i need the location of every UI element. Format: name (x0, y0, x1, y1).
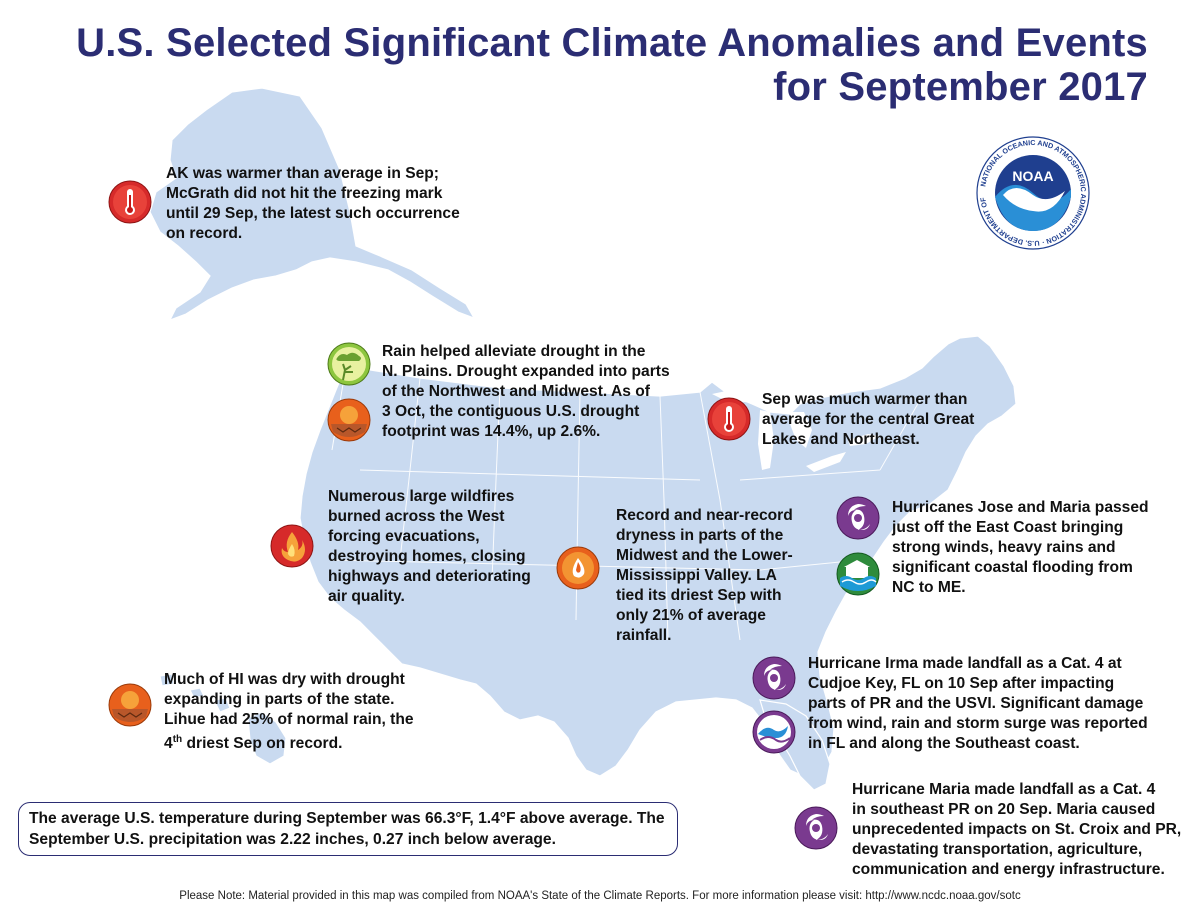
wildfire-flame-icon (270, 524, 314, 568)
annotation-line: 3 Oct, the contiguous U.S. drought (382, 403, 640, 420)
annotation-line: destroying homes, closing (328, 548, 526, 565)
alaska-landmass (149, 87, 476, 322)
summary-line: September U.S. precipitation was 2.22 in… (29, 831, 556, 848)
annotation-line: McGrath did not hit the freezing mark (166, 185, 443, 202)
lake-ontario (848, 434, 880, 446)
hawaii-island (189, 687, 205, 699)
hurricane-icon (794, 806, 838, 850)
national-summary-box: The average U.S. temperature during Sept… (18, 802, 678, 856)
annotation-line: just off the East Coast bringing (892, 519, 1124, 536)
annotation-hurricane-maria: Hurricane Maria made landfall as a Cat. … (852, 780, 1181, 880)
annotation-line: strong winds, heavy rains and (892, 539, 1116, 556)
annotation-line: burned across the West (328, 508, 505, 525)
rain-drought-relief-icon (327, 342, 371, 386)
annotation-line: parts of PR and the USVI. Significant da… (808, 695, 1144, 712)
annotation-line: Lakes and Northeast. (762, 431, 920, 448)
annotation-line: average for the central Great (762, 411, 975, 428)
annotation-line: Hurricane Irma made landfall as a Cat. 4… (808, 655, 1122, 672)
annotation-line: dryness in parts of the (616, 527, 784, 544)
annotation-hawaii: Much of HI was dry with drought expandin… (164, 670, 414, 754)
lake-erie (806, 452, 846, 472)
annotation-line: communication and energy infrastructure. (852, 861, 1165, 878)
annotation-line: of the Northwest and Midwest. As of (382, 383, 650, 400)
annotation-line: Much of HI was dry with drought (164, 671, 405, 688)
hurricane-icon (836, 496, 880, 540)
contiguous-us-landmass (299, 335, 1017, 779)
annotation-line: Record and near-record (616, 507, 793, 524)
annotation-line: rainfall. (616, 627, 672, 644)
annotation-line: air quality. (328, 588, 405, 605)
annotation-line: tied its driest Sep with (616, 587, 782, 604)
map-subtitle: for September 2017 (773, 65, 1148, 109)
annotation-line: AK was warmer than average in Sep; (166, 165, 439, 182)
lake-huron (790, 412, 812, 448)
annotation-line: Hurricane Maria made landfall as a Cat. … (852, 781, 1156, 798)
annotation-wildfires: Numerous large wildfires burned across t… (328, 487, 531, 607)
annotation-great-lakes: Sep was much warmer than average for the… (762, 390, 974, 450)
annotation-line: in southeast PR on 20 Sep. Maria caused (852, 801, 1156, 818)
thermometer-warm-icon (108, 180, 152, 224)
annotation-line: on record. (166, 225, 243, 242)
annotation-line: expanding in parts of the state. (164, 691, 395, 708)
storm-surge-icon (752, 710, 796, 754)
annotation-line: Sep was much warmer than (762, 391, 968, 408)
annotation-hurricane-irma: Hurricane Irma made landfall as a Cat. 4… (808, 654, 1148, 754)
annotation-line: only 21% of average (616, 607, 766, 624)
annotation-line: from wind, rain and storm surge was repo… (808, 715, 1148, 732)
annotation-text: driest Sep on record. (182, 735, 343, 753)
drought-cracked-earth-icon (327, 398, 371, 442)
footer-note: Please Note: Material provided in this m… (179, 890, 1021, 902)
annotation-midwest-dryness: Record and near-record dryness in parts … (616, 506, 793, 646)
annotation-line: 4th driest Sep on record. (164, 730, 414, 754)
annotation-alaska: AK was warmer than average in Sep; McGra… (166, 164, 460, 244)
annotation-line: Rain helped alleviate drought in the (382, 343, 646, 360)
annotation-line: NC to ME. (892, 579, 966, 596)
annotation-line: unprecedented impacts on St. Croix and P… (852, 821, 1182, 838)
annotation-line: Midwest and the Lower- (616, 547, 793, 564)
hurricane-icon (752, 656, 796, 700)
annotation-line: Numerous large wildfires (328, 488, 515, 505)
hawaii-island (213, 697, 231, 713)
annotation-line: Hurricanes Jose and Maria passed (892, 499, 1149, 516)
annotation-line: highways and deteriorating (328, 568, 531, 585)
annotation-east-coast-hurricanes: Hurricanes Jose and Maria passed just of… (892, 498, 1149, 598)
annotation-line: devastating transportation, agriculture, (852, 841, 1143, 858)
annotation-line: until 29 Sep, the latest such occurrence (166, 205, 460, 222)
lake-michigan (758, 410, 774, 470)
annotation-line: Lihue had 25% of normal rain, the (164, 711, 414, 728)
annotation-line: footprint was 14.4%, up 2.6%. (382, 423, 601, 440)
annotation-line: significant coastal flooding from (892, 559, 1133, 576)
annotation-text: 4 (164, 735, 173, 753)
annotation-line: N. Plains. Drought expanded into parts (382, 363, 670, 380)
hawaii-island (159, 673, 175, 687)
map-title: U.S. Selected Significant Climate Anomal… (76, 21, 1148, 65)
annotation-line: Mississippi Valley. LA (616, 567, 777, 584)
noaa-logo: NATIONAL OCEANIC AND ATMOSPHERIC ADMINIS… (972, 128, 1091, 251)
ordinal-suffix: th (172, 734, 183, 745)
annotation-line: in FL and along the Southeast coast. (808, 735, 1080, 752)
drought-cracked-earth-icon (108, 683, 152, 727)
annotation-plains-drought: Rain helped alleviate drought in the N. … (382, 342, 670, 442)
summary-line: The average U.S. temperature during Sept… (29, 810, 665, 827)
noaa-wordmark: NOAA (1012, 168, 1053, 184)
thermometer-warm-icon (707, 397, 751, 441)
hawaii-island (247, 711, 287, 765)
dry-drop-icon (556, 546, 600, 590)
annotation-line: Cudjoe Key, FL on 10 Sep after impacting (808, 675, 1115, 692)
annotation-line: forcing evacuations, (328, 528, 480, 545)
coastal-flood-icon (836, 552, 880, 596)
